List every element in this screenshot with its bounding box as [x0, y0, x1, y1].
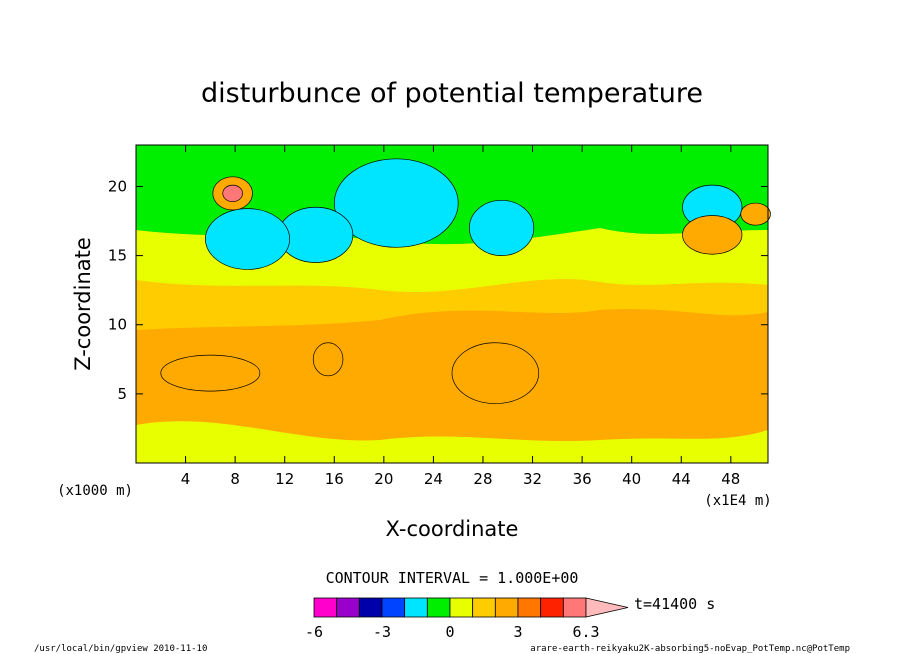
x-tick-label: 48 — [721, 470, 740, 488]
colorbar-label: 3 — [513, 623, 522, 641]
near-surface-band — [136, 421, 768, 463]
contour-interval-label: CONTOUR INTERVAL = 1.000E+00 — [326, 569, 579, 587]
x-tick-label: 36 — [573, 470, 592, 488]
y-tick-label: 5 — [117, 385, 127, 403]
x-scale-note: (x1000 m) — [57, 483, 133, 499]
x-tick-label: 24 — [424, 470, 443, 488]
x-tick-label: 20 — [374, 470, 393, 488]
colorbar-swatch — [336, 597, 360, 618]
contour-region-2 — [333, 158, 459, 248]
contour-region-15 — [312, 342, 344, 377]
colorbar-swatch — [381, 597, 406, 618]
footer-path: /usr/local/bin/gpview 2010-11-10 — [34, 644, 207, 654]
x-tick-label: 32 — [523, 470, 542, 488]
time-label: t=41400 s — [634, 595, 715, 613]
y-tick-label: 20 — [108, 177, 127, 195]
colorbar-swatch — [494, 597, 519, 618]
colorbar-swatch — [449, 597, 474, 618]
contour-region-6 — [468, 199, 535, 256]
plot-area — [135, 144, 771, 464]
y-axis-label: Z-coordinate — [71, 237, 95, 371]
y-tick-label: 10 — [108, 316, 127, 334]
x-tick-label: 28 — [473, 470, 492, 488]
colorbar — [313, 597, 629, 618]
colorbar-label: 6.3 — [572, 623, 599, 641]
colorbar-label: 0 — [445, 623, 454, 641]
colorbar-labels: -6 -3 0 3 6.3 — [305, 623, 600, 641]
colorbar-swatch — [426, 597, 451, 618]
footer-source: arare-earth-reikyaku2K-absorbing5-noEvap… — [530, 644, 850, 654]
x-axis-label: X-coordinate — [386, 517, 519, 541]
y-tick-label: 15 — [108, 247, 127, 265]
chart-title: disturbunce of potential temperature — [201, 78, 703, 109]
colorbar-swatch — [404, 597, 428, 618]
colorbar-arrow — [585, 597, 629, 618]
x-unit-note: (x1E4 m) — [704, 493, 771, 509]
colorbar-swatch — [358, 597, 383, 618]
x-tick-label: 44 — [672, 470, 691, 488]
contour-region-13 — [160, 354, 261, 392]
colorbar-label: -6 — [305, 623, 323, 641]
y-axis: 5 10 15 20 — [108, 177, 768, 403]
x-tick-label: 40 — [622, 470, 641, 488]
contour-region-14 — [451, 342, 540, 404]
contour-region-7 — [205, 208, 291, 270]
contour-region-10 — [222, 184, 243, 203]
x-tick-label: 12 — [275, 470, 294, 488]
contour-regions — [160, 158, 771, 404]
x-tick-label: 8 — [230, 470, 240, 488]
colorbar-swatch — [472, 597, 496, 618]
colorbar-swatch — [313, 597, 338, 618]
mid-level-band — [136, 279, 768, 330]
colorbar-swatch — [562, 597, 587, 618]
x-tick-label: 16 — [325, 470, 344, 488]
colorbar-swatch — [517, 597, 542, 618]
colorbar-swatch — [540, 597, 564, 618]
x-tick-label: 4 — [181, 470, 191, 488]
x-axis: 4 8 12 16 20 24 28 32 36 40 44 48 — [181, 145, 740, 488]
plot-frame — [135, 144, 769, 464]
colorbar-label: -3 — [373, 623, 391, 641]
contour-region-12 — [740, 202, 771, 226]
contour-region-11 — [682, 215, 743, 255]
